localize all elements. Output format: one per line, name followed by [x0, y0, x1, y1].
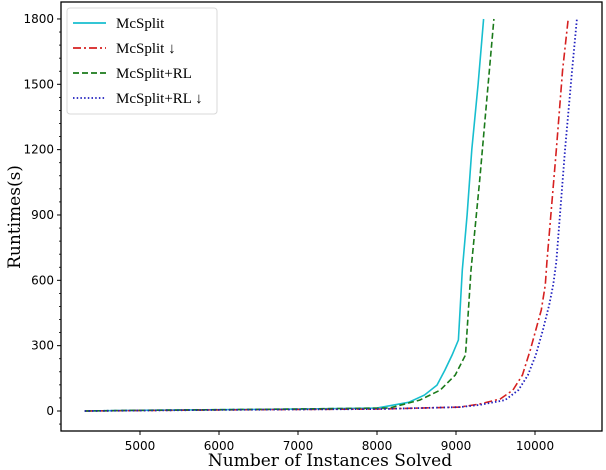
y-tick-label: 0 [46, 404, 54, 418]
series-line [84, 18, 495, 412]
x-tick-label: 6000 [204, 439, 235, 453]
x-tick-label: 10000 [516, 439, 554, 453]
series-layer [84, 18, 578, 412]
y-axis-title: Runtimes(s) [5, 165, 25, 269]
y-tick-label: 1500 [23, 77, 54, 91]
y-tick-label: 1200 [23, 143, 54, 157]
legend-box [66, 7, 218, 115]
x-tick-label: 5000 [125, 439, 156, 453]
x-tick-label: 9000 [441, 439, 472, 453]
legend-label: McSplit [116, 16, 165, 32]
legend-label: McSplit ↓ [116, 41, 176, 57]
legend-label: McSplit+RL ↓ [116, 91, 203, 107]
y-tick-label: 1800 [23, 12, 54, 26]
x-tick-label: 7000 [283, 439, 314, 453]
y-tick-label: 300 [31, 339, 54, 353]
legend-label: McSplit+RL [116, 66, 192, 82]
y-axis-ticks: 0 300 600 900 1200 1500 1800 [23, 12, 61, 425]
x-axis-title: Number of Instances Solved [208, 451, 452, 470]
legend: McSplit McSplit ↓ McSplit+RL McSplit+RL ↓ [66, 7, 218, 115]
x-axis-ticks: 5000 6000 7000 8000 9000 10000 [125, 431, 554, 453]
y-tick-label: 600 [31, 273, 54, 287]
plot-frame [60, 1, 603, 432]
x-tick-label: 8000 [362, 439, 393, 453]
y-tick-label: 900 [31, 208, 54, 222]
